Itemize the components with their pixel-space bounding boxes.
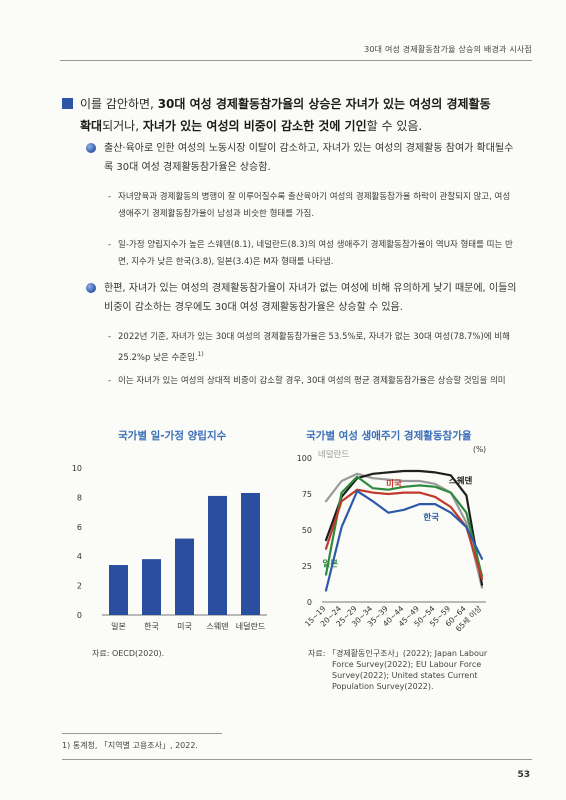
y-tick-label: 2 — [77, 582, 82, 591]
y-tick-label: 50 — [302, 526, 312, 535]
dash-item: - 일-가정 양립지수가 높은 스웨덴(8.1), 네덜란드(8.3)의 여성 … — [108, 237, 520, 271]
dash-item: - 자녀양육과 경제활동의 병행이 잘 이루어질수록 출산육아기 여성의 경제활… — [108, 189, 520, 223]
series-label: 일본 — [322, 559, 338, 570]
y-tick-label: 75 — [302, 490, 312, 499]
series-line — [324, 488, 484, 581]
y-tick-label: 25 — [302, 562, 312, 571]
bullet-item: 출산·육아로 인한 여성의 노동시장 이탈이 감소하고, 자녀가 있는 여성의 … — [86, 139, 520, 177]
source-line: Population Survey(2022). — [332, 682, 434, 691]
series-label: 네덜란드 — [318, 449, 349, 460]
lead-paragraph: 이를 감안하면, 30대 여성 경제활동참가율의 상승은 자녀가 있는 여성의 … — [62, 93, 522, 137]
header-rule — [60, 60, 532, 61]
x-tick-label: 네덜란드 — [236, 621, 265, 631]
dash-text: 일-가정 양립지수가 높은 스웨덴(8.1), 네덜란드(8.3)의 여성 생애… — [118, 240, 513, 267]
line-chart: (%)025507510015~1920~2425~2930~3435~3940… — [297, 445, 486, 633]
page-number: 53 — [517, 770, 530, 780]
y-tick-label: 100 — [297, 454, 312, 463]
dash-marker: - — [108, 192, 112, 202]
bullet-text: 한편, 자녀가 있는 여성의 경제활동참가율이 자녀가 없는 여성에 비해 유의… — [104, 283, 517, 313]
dash-text: 2022년 기준, 자녀가 있는 30대 여성의 경제활동참가율은 53.5%로… — [118, 329, 520, 367]
dash-marker: - — [108, 240, 112, 250]
source-line: 자료: 「경제활동인구조사」(2022); Japan Labour — [308, 649, 488, 658]
line-chart-source: 자료: 「경제활동인구조사」(2022); Japan Labour Force… — [308, 648, 487, 692]
bar-chart-source: 자료: OECD(2020). — [92, 649, 165, 658]
lead-text: 이를 감안하면, 30대 여성 경제활동참가율의 상승은 자녀가 있는 여성의 … — [80, 93, 522, 137]
lead-plain-2: 되거나, — [102, 119, 143, 133]
series-line — [324, 469, 484, 586]
footnote-ref: 1) — [197, 351, 204, 358]
bar-chart: 0 2 4 6 8 10 일본 한국 미국 스웨덴 네덜란드 — [72, 464, 267, 631]
x-tick-label: 스웨덴 — [206, 621, 228, 631]
dash-text: 자녀양육과 경제활동의 병행이 잘 이루어질수록 출산육아기 여성의 경제활동참… — [118, 192, 511, 219]
lead-bold-2: 확대 — [80, 119, 103, 133]
dash-text-body: 2022년 기준, 자녀가 있는 30대 여성의 경제활동참가율은 53.5%로… — [118, 332, 510, 363]
unit-label: (%) — [473, 445, 486, 454]
bar — [109, 565, 128, 615]
y-tick-label: 0 — [307, 598, 312, 607]
dash-item: - 2022년 기준, 자녀가 있는 30대 여성의 경제활동참가율은 53.5… — [108, 329, 520, 367]
y-tick-label: 0 — [77, 611, 82, 620]
circle-bullet-icon — [86, 143, 96, 153]
footnote: 1) 통계청, 「지역별 고용조사」, 2022. — [62, 741, 198, 750]
series-line — [324, 475, 484, 578]
x-tick-label: 한국 — [144, 622, 159, 631]
y-tick-label: 10 — [72, 464, 82, 473]
lead-plain-3: 할 수 있음. — [366, 119, 423, 133]
series-label: 미국 — [386, 479, 402, 490]
y-tick-label: 6 — [77, 523, 82, 532]
series-label: 한국 — [423, 512, 439, 523]
series-line — [324, 489, 484, 592]
bar-chart-title: 국가별 일-가정 양립지수 — [118, 430, 227, 442]
source-line: Survey(2022); United states Current — [332, 671, 478, 680]
bar — [175, 538, 194, 615]
footnote-rule — [62, 733, 222, 734]
lead-bold-3: 자녀가 있는 여성의 비중이 감소한 것에 기인 — [142, 119, 367, 133]
bullet-item: 한편, 자녀가 있는 여성의 경제활동참가율이 자녀가 없는 여성에 비해 유의… — [86, 279, 520, 317]
square-bullet-icon — [62, 98, 73, 109]
dash-text: 이는 자녀가 있는 여성의 상대적 비중이 감소할 경우, 30대 여성의 평균… — [118, 376, 506, 386]
bar — [142, 559, 161, 615]
bar — [208, 495, 227, 615]
lead-bold-1: 30대 여성 경제활동참가율의 상승은 자녀가 있는 여성의 경제활동 — [157, 97, 491, 111]
series-label: 스웨덴 — [449, 475, 473, 486]
y-tick-label: 4 — [77, 552, 82, 561]
bullet-text: 출산·육아로 인한 여성의 노동시장 이탈이 감소하고, 자녀가 있는 여성의 … — [104, 143, 514, 173]
x-tick-label: 일본 — [111, 622, 126, 631]
dash-marker: - — [108, 332, 112, 342]
source-line: Force Survey(2022); EU Labour Force — [332, 660, 482, 669]
series-line — [324, 472, 484, 589]
line-chart-title: 국가별 여성 생애주기 경제활동참가율 — [306, 430, 472, 442]
dash-marker: - — [108, 376, 112, 386]
x-tick-label: 미국 — [177, 622, 192, 631]
circle-bullet-icon — [86, 283, 96, 293]
y-tick-label: 8 — [77, 493, 82, 502]
lead-plain-1: 이를 감안하면, — [80, 97, 158, 111]
page-rule — [62, 759, 532, 760]
bar — [241, 492, 260, 615]
running-header: 30대 여성 경제활동참가율 상승의 배경과 시사점 — [364, 45, 532, 54]
dash-item: - 이는 자녀가 있는 여성의 상대적 비중이 감소할 경우, 30대 여성의 … — [108, 373, 520, 390]
